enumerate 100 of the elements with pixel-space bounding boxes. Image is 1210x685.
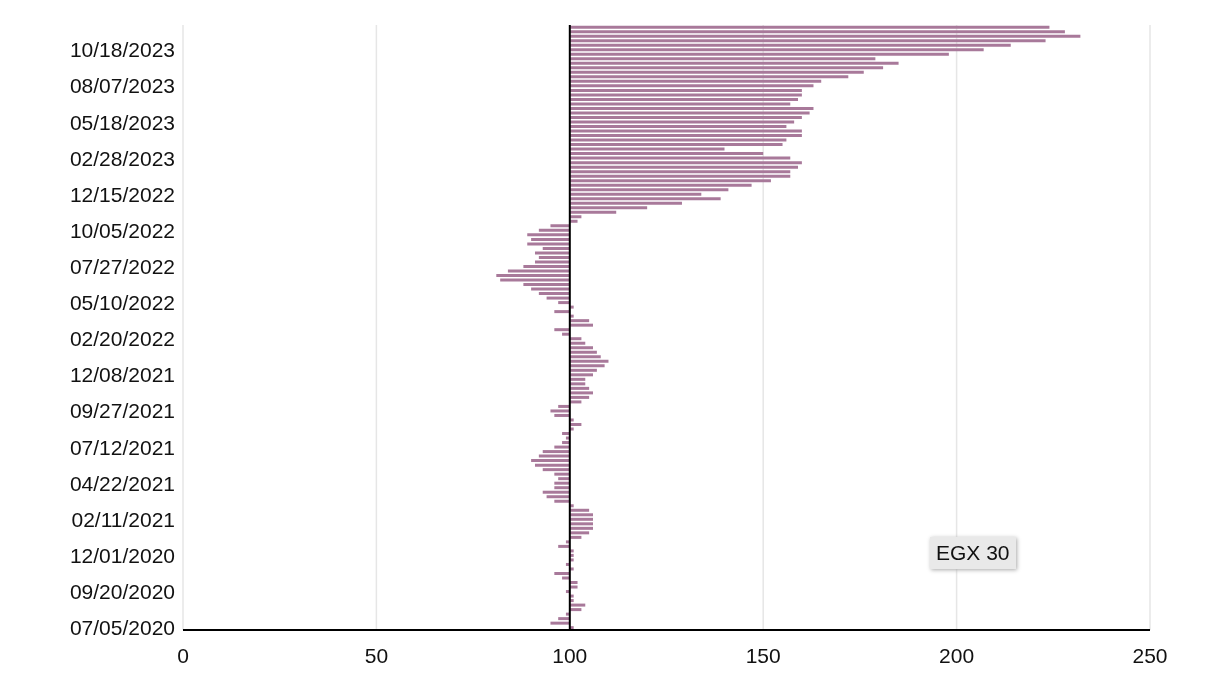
y-tick-label: 12/01/2020 [69, 543, 175, 567]
bar [554, 472, 570, 476]
y-tick-label: 10/18/2023 [69, 38, 175, 62]
bar [534, 463, 570, 467]
bar [569, 319, 590, 323]
bar [569, 52, 949, 56]
bar [558, 544, 570, 548]
bar [554, 499, 570, 503]
y-tick-label: 05/18/2023 [69, 110, 175, 134]
bar [554, 486, 570, 490]
bar [569, 323, 594, 327]
bar [546, 495, 570, 499]
bar [554, 328, 570, 332]
bar [569, 391, 594, 395]
x-tick-label: 150 [745, 643, 781, 667]
bar [569, 106, 814, 110]
bar [569, 603, 586, 607]
bar [500, 278, 570, 282]
bar [542, 450, 570, 454]
bar [569, 210, 617, 214]
bar [531, 459, 570, 463]
bar [534, 260, 570, 264]
bar [527, 242, 570, 246]
bar [569, 364, 605, 368]
bar [542, 490, 570, 494]
bar [569, 88, 802, 92]
annotation: EGX 30 [930, 537, 1016, 569]
y-tick-label: 05/10/2022 [69, 291, 175, 315]
bar [569, 97, 799, 101]
bar [569, 355, 601, 359]
bar [569, 513, 594, 517]
y-tick-label: 09/27/2021 [69, 399, 175, 423]
bar [569, 508, 590, 512]
y-tick-label: 02/20/2022 [69, 327, 175, 351]
bar [569, 134, 802, 138]
bar [569, 174, 791, 178]
bar [569, 395, 590, 399]
bar [569, 125, 787, 129]
bar [550, 409, 570, 413]
bar [569, 346, 594, 350]
bar [569, 70, 864, 74]
x-tick-label: 50 [364, 643, 389, 667]
bar [569, 43, 1011, 47]
bar [569, 377, 586, 381]
bar [569, 197, 721, 201]
bar [538, 255, 570, 259]
y-tick-label: 07/05/2020 [69, 616, 175, 640]
bar [569, 531, 590, 535]
x-tick-label: 250 [1132, 643, 1168, 667]
y-tick-label: 02/28/2023 [69, 146, 175, 170]
y-tick-label: 12/15/2022 [69, 182, 175, 206]
y-tick-label: 02/11/2021 [71, 507, 175, 531]
bar [569, 201, 682, 205]
bar [569, 368, 597, 372]
bar [546, 296, 570, 300]
bar [569, 526, 594, 530]
y-tick-label: 08/07/2023 [69, 74, 175, 98]
bar [569, 183, 752, 187]
bar [569, 359, 609, 363]
bar [554, 310, 570, 314]
bar [496, 274, 570, 277]
bar [534, 251, 570, 255]
bar [527, 233, 570, 237]
bar [558, 617, 570, 621]
bar [569, 30, 1065, 34]
bar [569, 34, 1081, 38]
y-tick-label: 07/12/2021 [69, 435, 175, 459]
bar [569, 111, 810, 115]
y-tick-label: 12/08/2021 [69, 363, 175, 387]
x-tick-label: 200 [939, 643, 975, 667]
bar [507, 269, 570, 273]
bar [550, 621, 570, 625]
bar [569, 129, 802, 133]
bar [569, 143, 783, 147]
bar [569, 386, 590, 390]
bar [569, 517, 594, 521]
bar [558, 477, 570, 481]
bar [531, 237, 570, 241]
bar [569, 61, 899, 65]
bar [569, 152, 764, 156]
bar [569, 79, 822, 83]
bar [550, 224, 570, 228]
y-tick-label: 09/20/2020 [69, 580, 175, 604]
y-tick-label: 07/27/2022 [69, 255, 175, 278]
bar [569, 350, 597, 354]
x-tick-label: 100 [552, 643, 588, 667]
bar [569, 382, 586, 386]
bar [554, 481, 570, 485]
bar [554, 571, 570, 575]
bar [569, 115, 802, 119]
x-tick-label: 0 [177, 643, 189, 667]
bar [569, 93, 802, 97]
bar [569, 165, 799, 169]
bar [531, 287, 570, 291]
bar [569, 522, 594, 526]
y-tick-label: 04/22/2021 [69, 471, 175, 495]
bar [569, 138, 787, 142]
bar [554, 413, 570, 417]
bar [569, 161, 802, 165]
bar [569, 373, 594, 377]
